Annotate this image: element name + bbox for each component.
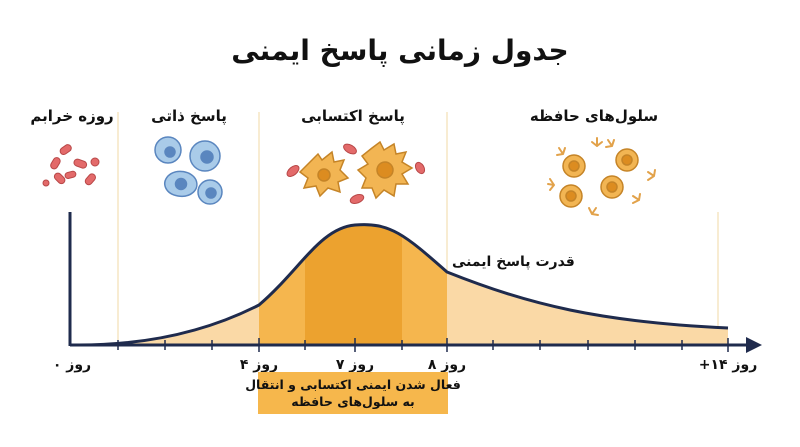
axis-label-day7: روز ۷ xyxy=(335,357,375,373)
bacteria-icon xyxy=(42,144,100,187)
phase-label-adaptive: پاسخ اکتسابی xyxy=(301,107,405,125)
axis-label-day4: روز ۴ xyxy=(239,357,279,373)
phase-label-memory: سلول‌های حافظه xyxy=(529,107,659,125)
antibody-icon xyxy=(547,137,656,216)
axis-label-day14: روز ۱۴+ xyxy=(698,357,758,373)
phase-label-innate: پاسخ ذاتی xyxy=(151,107,227,125)
adaptive-cell-icon xyxy=(286,140,426,204)
note-line-2: به سلول‌های حافظه xyxy=(291,394,415,409)
innate-cell-icon xyxy=(154,136,223,205)
axis-arrow-icon xyxy=(746,337,762,353)
axis-label-day8: روز ۸ xyxy=(427,357,467,373)
memory-cell-icon xyxy=(559,148,639,208)
adaptive-note-box: فعال شدن ایمنی اکتسابی و انتقال به سلول‌… xyxy=(245,372,461,414)
axis-label-day0: روز ۰ xyxy=(52,357,92,373)
curve-line xyxy=(71,223,729,347)
curve-label: قدرت پاسخ ایمنی xyxy=(452,254,575,270)
page-title: جدول زمانی پاسخ ایمنی xyxy=(231,34,569,67)
note-line-1: فعال شدن ایمنی اکتسابی و انتقال xyxy=(245,377,461,392)
phase-label-infection: روزه خرابم xyxy=(30,107,114,125)
response-curve xyxy=(71,223,729,347)
axis-ticks xyxy=(117,338,729,352)
axes xyxy=(68,212,752,347)
